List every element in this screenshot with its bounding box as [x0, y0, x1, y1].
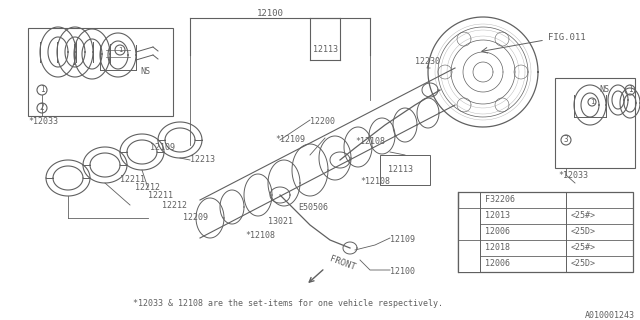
Text: 1: 1 — [628, 85, 632, 94]
Text: 2: 2 — [467, 220, 471, 228]
Text: 12212: 12212 — [162, 201, 187, 210]
Text: <25#>: <25#> — [571, 244, 596, 252]
Text: *12033: *12033 — [28, 117, 58, 126]
Text: NS: NS — [599, 85, 609, 94]
Text: *12108: *12108 — [245, 230, 275, 239]
Text: FRONT: FRONT — [328, 254, 356, 272]
Text: 1: 1 — [467, 196, 471, 204]
Bar — [380, 155, 430, 185]
Text: F32206: F32206 — [485, 196, 515, 204]
Text: *12108: *12108 — [360, 178, 390, 187]
Text: FIG.011: FIG.011 — [548, 33, 586, 42]
Text: *12033 & 12108 are the set-items for one vehicle respectively.: *12033 & 12108 are the set-items for one… — [133, 299, 443, 308]
Text: 2: 2 — [467, 220, 471, 228]
Text: <25D>: <25D> — [571, 228, 596, 236]
Text: E50506: E50506 — [298, 204, 328, 212]
Text: 12113: 12113 — [388, 165, 413, 174]
Text: 2: 2 — [40, 103, 44, 113]
Text: <25D>: <25D> — [571, 260, 596, 268]
Text: 3: 3 — [467, 252, 471, 260]
Bar — [458, 192, 633, 272]
Text: 12211: 12211 — [148, 191, 173, 201]
Text: 12213: 12213 — [190, 156, 215, 164]
Text: 12100: 12100 — [390, 268, 415, 276]
Text: 12200: 12200 — [310, 117, 335, 126]
Text: 12212: 12212 — [135, 183, 160, 193]
Text: 1: 1 — [118, 47, 122, 53]
Text: *12109: *12109 — [275, 135, 305, 145]
Text: 12209: 12209 — [183, 213, 208, 222]
Text: 12109: 12109 — [150, 143, 175, 153]
Bar — [458, 208, 480, 240]
Text: <25#>: <25#> — [571, 212, 596, 220]
Bar — [28, 28, 173, 116]
Text: 12100: 12100 — [257, 10, 284, 19]
Text: *12108: *12108 — [355, 138, 385, 147]
Text: NS: NS — [140, 68, 150, 76]
Text: A010001243: A010001243 — [585, 310, 635, 319]
Text: 12211: 12211 — [120, 175, 145, 185]
Bar — [458, 240, 480, 272]
Bar — [555, 78, 635, 168]
Text: 12109: 12109 — [390, 236, 415, 244]
Text: 3: 3 — [564, 135, 568, 145]
Text: 1: 1 — [467, 196, 471, 204]
Text: 12113: 12113 — [313, 45, 338, 54]
Text: 12230: 12230 — [415, 58, 440, 67]
Text: 1: 1 — [40, 85, 44, 94]
Text: 12013: 12013 — [485, 212, 510, 220]
Text: 12006: 12006 — [485, 260, 510, 268]
Text: 13021: 13021 — [268, 218, 293, 227]
Text: 3: 3 — [467, 252, 471, 260]
Text: 1: 1 — [590, 99, 594, 105]
Text: 12018: 12018 — [485, 244, 510, 252]
Text: 12006: 12006 — [485, 228, 510, 236]
Text: *12033: *12033 — [558, 171, 588, 180]
